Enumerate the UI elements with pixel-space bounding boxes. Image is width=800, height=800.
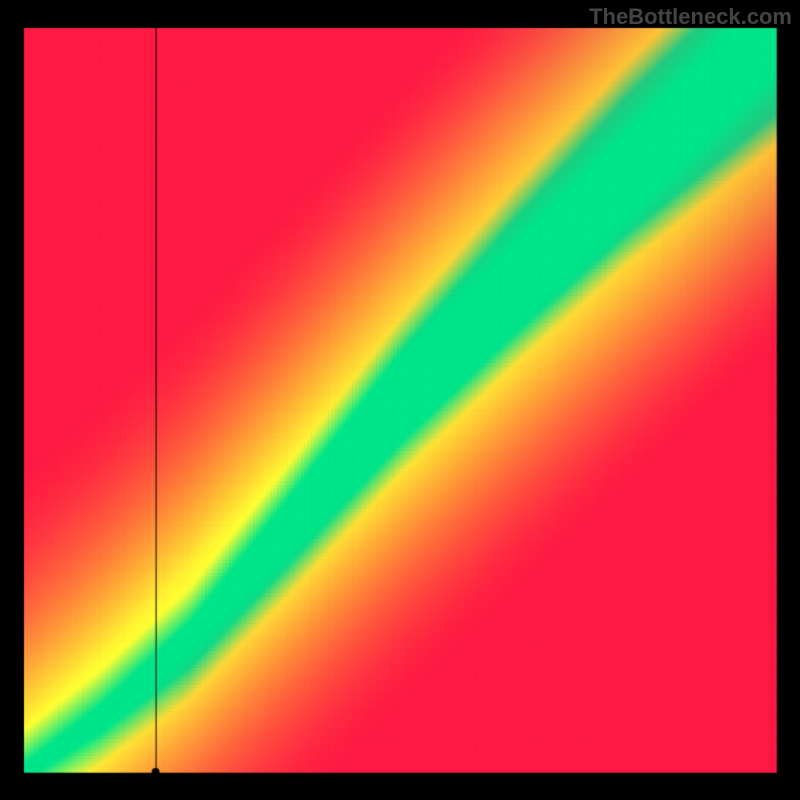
chart-container: TheBottleneck.com [0,0,800,800]
watermark-text: TheBottleneck.com [589,4,792,30]
bottleneck-heatmap-canvas [0,0,800,800]
